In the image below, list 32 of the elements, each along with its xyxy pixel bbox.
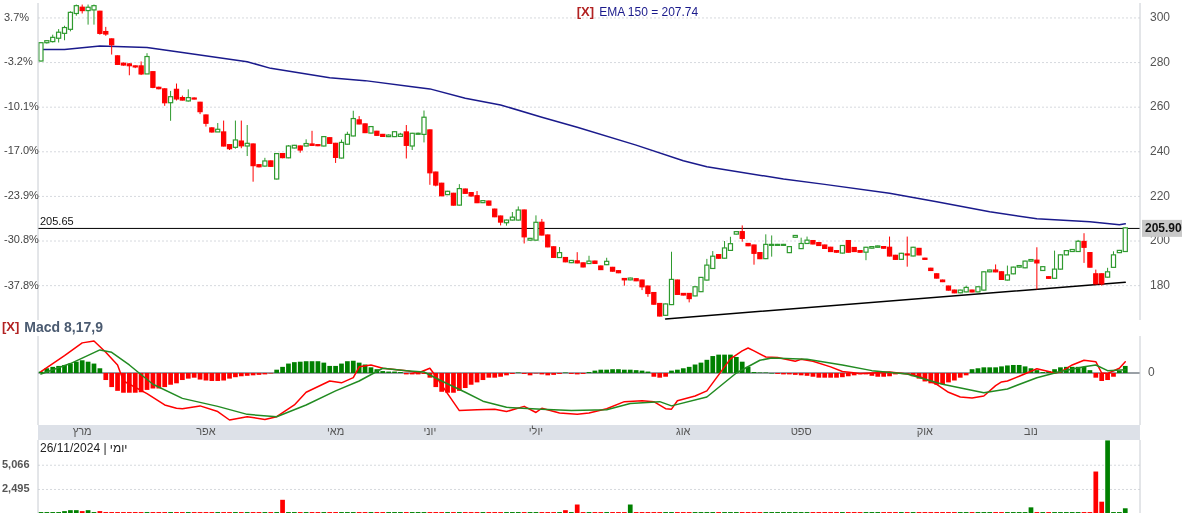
y-tick-label: 5,066 [2, 458, 30, 471]
y2-tick-label: -17.0% [4, 144, 40, 157]
text: [X] [2, 319, 20, 335]
y-tick-label: 260 [1150, 99, 1171, 114]
annotation: [X] [576, 4, 595, 20]
x-tick-label: נוב [1024, 425, 1038, 438]
ref-line-label: 0 [1148, 365, 1155, 380]
x-tick-label: אוג [676, 425, 691, 438]
y2-tick-label: -37.8% [4, 278, 40, 291]
chart-title: Macd 8,17,9 [24, 318, 104, 335]
x-tick-label: מאי [326, 425, 345, 438]
y2-tick-label: -3.2% [4, 55, 33, 68]
x-tick-label: יולי [528, 425, 544, 438]
y-tick-label: 2,495 [2, 482, 30, 495]
y2-tick-label: -10.1% [4, 99, 40, 112]
y-tick-label: 220 [1150, 188, 1171, 203]
x-tick-label: ספט [790, 425, 812, 438]
y-tick-label: 180 [1150, 277, 1171, 292]
annotation: יומי | 26/11/2024 [40, 441, 128, 455]
x-tick-label: אפר [196, 425, 216, 438]
y2-tick-label: 3.7% [4, 10, 30, 23]
x-tick-label: אוק [916, 425, 934, 438]
annotation: 205.90 [1145, 221, 1183, 236]
y2-tick-label: -23.9% [4, 188, 40, 201]
text: EMA 150 = 207.74 [599, 5, 699, 20]
y-tick-label: 280 [1150, 54, 1171, 69]
y-tick-label: 240 [1150, 143, 1171, 158]
x-tick-label: מרץ [72, 425, 92, 438]
y-tick-label: 300 [1150, 10, 1171, 25]
y2-tick-label: -30.8% [4, 233, 40, 246]
x-tick-label: יוני [423, 425, 437, 438]
ref-line-label: 205.65 [40, 215, 74, 228]
